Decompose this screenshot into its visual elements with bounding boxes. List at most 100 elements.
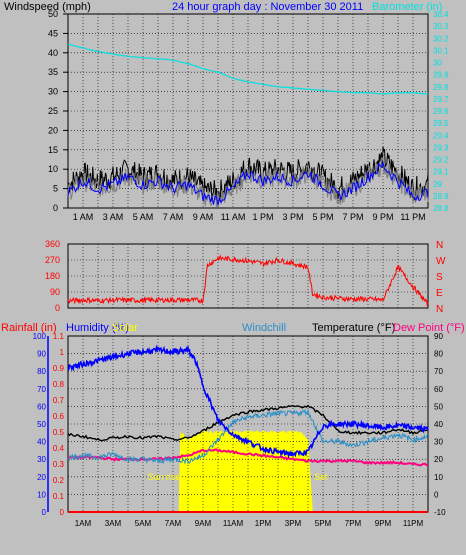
wind-tick-label: 40 — [48, 48, 58, 58]
baro-tick-label: 29 — [433, 180, 442, 189]
baro-tick-label: 30.3 — [433, 22, 449, 31]
compass-tick-label: N — [436, 304, 443, 315]
compass-tick-label: W — [436, 256, 446, 267]
baro-tick-label: 29.4 — [433, 131, 449, 140]
hour-tick-label: 9PM — [375, 519, 392, 528]
windspeed-line — [67, 160, 429, 206]
hour-tick-label: 1 PM — [252, 212, 273, 222]
baro-tick-label: 30.1 — [433, 46, 449, 55]
hour-tick-label: 9 AM — [193, 212, 214, 222]
rain-tick-label: 0.7 — [53, 396, 65, 405]
temperature-legend: Temperature (°F) — [312, 322, 395, 334]
baro-tick-label: 29.7 — [433, 95, 449, 104]
baro-tick-label: 30.4 — [433, 10, 449, 19]
rain-tick-label: 0.9 — [53, 364, 65, 373]
hour-tick-label: 1 AM — [73, 212, 94, 222]
rain-tick-label: 1.1 — [53, 332, 65, 341]
dewpoint-legend: Dew Point (°F) — [393, 322, 465, 334]
hour-tick-label: 5AM — [135, 519, 152, 528]
direction-tick-label: 180 — [45, 271, 60, 281]
direction-tick-label: 270 — [45, 255, 60, 265]
temp-tick-label: 40 — [434, 420, 443, 429]
temp-tick-label: 0 — [434, 490, 439, 499]
rain-tick-label: 0.6 — [53, 412, 65, 421]
temp-humidity-panel: 0 0.1 0.2 0.3 0.4 0.5 0.6 0.7 0.8 0.9 1 1.1 0 10 20 30 4… — [33, 332, 446, 528]
hour-tick-label: 7 AM — [163, 212, 184, 222]
hour-tick-label: 5 AM — [133, 212, 154, 222]
humidity-tick-label: 90 — [37, 350, 46, 359]
sunrise-label: Sun rise — [148, 472, 181, 482]
temp-tick-label: 50 — [434, 402, 443, 411]
hour-tick-label: 5PM — [315, 519, 332, 528]
direction-tick-label: 0 — [55, 303, 60, 313]
wind-tick-label: 20 — [48, 125, 58, 135]
hour-tick-label: 1AM — [75, 519, 92, 528]
wind-tick-label: 50 — [48, 9, 58, 19]
windchill-legend: Windchill — [242, 322, 286, 334]
compass-tick-label: N — [436, 240, 443, 251]
hour-tick-label: 7PM — [345, 519, 362, 528]
baro-tick-label: 29.8 — [433, 83, 449, 92]
hour-tick-label: 7 PM — [342, 212, 363, 222]
direction-tick-label: 360 — [45, 239, 60, 249]
baro-tick-label: 29.1 — [433, 168, 449, 177]
windchill-line — [67, 408, 429, 465]
baro-tick-label: 28.9 — [433, 192, 449, 201]
wind-direction-line — [67, 254, 429, 306]
direction-tick-label: 90 — [50, 287, 60, 297]
temp-tick-label: 20 — [434, 455, 443, 464]
hour-tick-label: 3AM — [105, 519, 122, 528]
hour-tick-label: 11AM — [223, 519, 244, 528]
wind-tick-label: 5 — [53, 184, 58, 194]
baro-tick-label: 30 — [433, 59, 442, 68]
wind-tick-label: 35 — [48, 67, 58, 77]
wind-tick-label: 30 — [48, 87, 58, 97]
baro-tick-label: 29.6 — [433, 107, 449, 116]
barometer-axis-title: Barometer (in) — [372, 1, 442, 13]
hour-tick-label: 11 PM — [400, 212, 425, 222]
hour-tick-label: 1PM — [255, 519, 272, 528]
hour-tick-label: 7AM — [165, 519, 182, 528]
temp-tick-label: 80 — [434, 350, 443, 359]
humidity-tick-label: 60 — [37, 402, 46, 411]
chart-title: 24 hour graph day : November 30 2011 — [172, 1, 363, 13]
rain-tick-label: 0 — [60, 508, 65, 517]
humidity-tick-label: 10 — [37, 490, 46, 499]
hour-tick-label: 11PM — [403, 519, 424, 528]
rain-tick-label: 0.2 — [53, 476, 65, 485]
baro-tick-label: 28.8 — [433, 204, 449, 213]
temp-tick-label: 70 — [434, 367, 443, 376]
humidity-tick-label: 50 — [37, 420, 46, 429]
humidity-line — [68, 344, 429, 459]
humidity-tick-label: 80 — [37, 367, 46, 376]
hour-tick-label: 9 PM — [372, 212, 393, 222]
barometer-line — [67, 43, 429, 95]
rain-tick-label: 0.3 — [53, 460, 65, 469]
compass-tick-label: E — [436, 288, 443, 299]
rain-tick-label: 0.5 — [53, 428, 65, 437]
wind-tick-label: 15 — [48, 145, 58, 155]
wind-tick-label: 0 — [53, 203, 58, 213]
humidity-tick-label: 20 — [37, 473, 46, 482]
hour-tick-label: 9AM — [195, 519, 212, 528]
wind-tick-label: 45 — [48, 28, 58, 38]
humidity-tick-label: 40 — [37, 438, 46, 447]
temperature-line — [67, 404, 429, 442]
wind-tick-label: 10 — [48, 164, 58, 174]
wind-tick-label: 25 — [48, 106, 58, 116]
baro-tick-label: 30.2 — [433, 34, 449, 43]
rain-tick-label: 1 — [60, 348, 65, 357]
baro-tick-label: 29.3 — [433, 143, 449, 152]
hour-tick-label: 5 PM — [312, 212, 333, 222]
temp-tick-label: 90 — [434, 332, 443, 341]
hour-tick-label: 3PM — [285, 519, 302, 528]
temp-tick-label: 10 — [434, 473, 443, 482]
hour-tick-label: 3 AM — [103, 212, 124, 222]
compass-tick-label: S — [436, 272, 443, 283]
temp-tick-label: -10 — [434, 508, 446, 517]
rain-tick-label: 0.4 — [53, 444, 65, 453]
humidity-tick-label: 100 — [33, 332, 47, 341]
temp-tick-label: 30 — [434, 438, 443, 447]
